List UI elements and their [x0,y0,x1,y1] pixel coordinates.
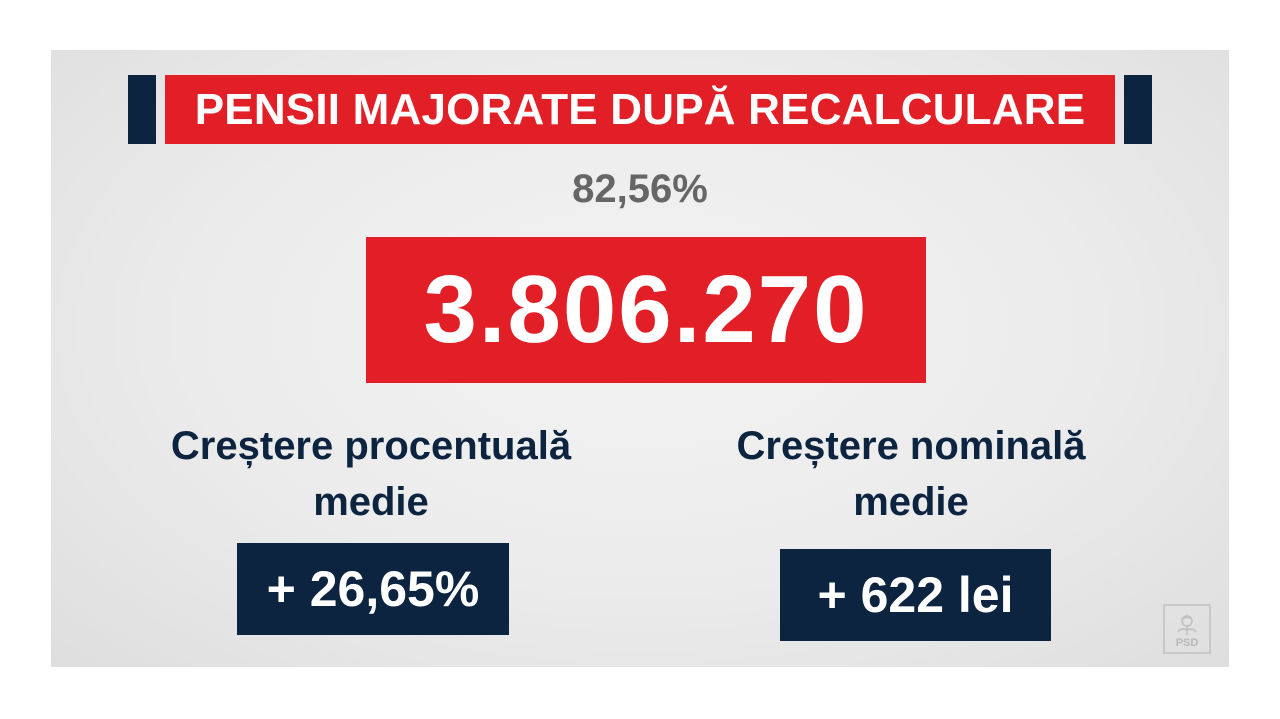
title-banner: PENSII MAJORATE DUPĂ RECALCULARE [165,75,1115,144]
stat-value-percent: + 26,65% [266,561,480,617]
stat-label-percent: Creștere procentuală medie [111,418,631,530]
stat-label-percent-line1: Creștere procentuală [170,424,572,468]
stat-value-nominal-box: + 622 lei [780,549,1051,641]
rose-icon [1177,615,1197,635]
psd-logo: PSD [1163,604,1211,654]
stat-value-percent-box: + 26,65% [237,543,509,635]
share-percent: 82,56% [572,167,708,211]
stat-label-nominal-line2: medie [853,480,969,524]
total-count: 3.806.270 [423,256,869,363]
total-count-box: 3.806.270 [366,237,926,383]
title-left-accent-bar [128,75,156,144]
title-right-accent-bar [1124,75,1152,144]
page-title: PENSII MAJORATE DUPĂ RECALCULARE [194,84,1086,134]
infographic-panel: PENSII MAJORATE DUPĂ RECALCULARE 82,56% … [51,50,1229,667]
logo-text: PSD [1175,637,1199,649]
stat-label-percent-line2: medie [313,480,429,524]
stat-label-nominal: Creștere nominală medie [661,418,1161,530]
stat-value-nominal: + 622 lei [817,567,1014,623]
stat-label-nominal-line1: Creștere nominală [736,424,1086,468]
